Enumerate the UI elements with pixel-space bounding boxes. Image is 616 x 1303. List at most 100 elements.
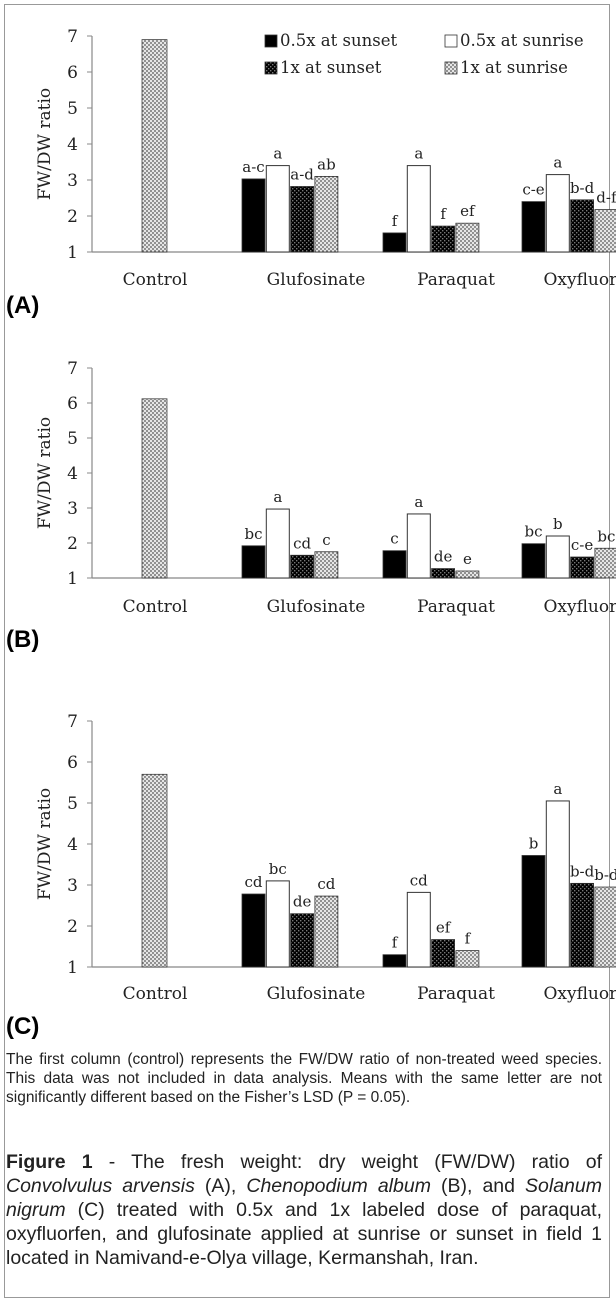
legend-swatch [444,34,458,48]
significance-letter: cd [317,875,335,893]
bar [382,550,407,579]
significance-letter: cd [410,871,428,889]
x-category-label: Control [123,597,188,617]
chart-panel-c: 1 2 3 4 5 6 7 FW/DW ratio Control Glufosinate Para… [35,712,616,1004]
x-category-label: Control [123,984,188,1004]
bar [406,513,431,579]
legend-swatch [444,61,458,75]
significance-letter: a [414,493,423,511]
y-tick-label: 3 [67,171,78,191]
bar [570,882,594,968]
significance-letter: b-d [570,862,595,880]
significance-letter: a [273,145,282,163]
y-tick-label: 7 [67,27,78,47]
y-axis-title: FW/DW ratio [35,788,55,900]
bar [594,886,616,968]
bar [290,186,315,253]
y-axis-title: FW/DW ratio [35,88,55,200]
bar [594,209,616,253]
significance-letter: c-e [571,536,593,554]
bar [241,545,266,579]
y-tick-label: 2 [67,917,78,937]
y-tick-label: 4 [67,464,78,484]
x-category-label: Glufosinate [267,984,366,1004]
bar [570,556,594,579]
significance-letter: e [463,550,472,568]
y-tick-label: 3 [67,876,78,896]
bar [241,178,266,253]
y-tick-label: 1 [67,243,78,263]
legend-swatch [264,61,278,75]
x-category-label: Oxyfluorfen [543,984,616,1004]
x-category-label: Glufosinate [267,270,366,290]
y-tick-label: 4 [67,135,78,155]
bar [521,543,546,579]
panel-label-b: (B) [6,626,40,653]
bar [431,225,456,253]
significance-letter: bc [269,860,287,878]
caption-species-3: Solanum nigrum [6,1175,602,1221]
significance-letter: a-d [290,165,314,183]
y-tick-label: 7 [67,359,78,379]
y-tick-label: 1 [67,569,78,589]
significance-letter: a [553,154,562,172]
x-category-label: Oxyfluorfen [543,597,616,617]
x-category-label: Oxyfluorfen [543,270,616,290]
bar [290,913,315,968]
bar [241,893,266,968]
y-tick-label: 6 [67,394,78,414]
significance-letter: a [414,145,423,163]
significance-letter: a-c [242,158,264,176]
bar [382,232,407,253]
legend-label: 0.5x at sunrise [460,31,584,50]
significance-letter: c-e [522,181,544,199]
significance-letter: bc [244,525,262,543]
bar [314,551,339,579]
y-tick-label: 5 [67,429,78,449]
bar [545,800,570,968]
legend: 0.5x at sunset 0.5x at sunrise 1x at sunse… [264,31,584,77]
y-tick-label: 6 [67,63,78,83]
x-category-label: Glufosinate [267,597,366,617]
caption-species-1: Convolvulus arvensis [6,1175,195,1197]
bar [265,508,290,579]
bar [594,547,616,579]
caption-figure-label: Figure 1 [6,1151,93,1173]
y-tick-label: 3 [67,499,78,519]
bar [545,535,570,579]
panel-label-c: (C) [6,1013,40,1040]
figure-frame [4,4,610,1298]
caption-text-4: (C) treated with 0.5x and 1x labeled dos… [6,1199,602,1269]
significance-letter: d-f [596,189,616,207]
caption-text-3: (B), and [430,1175,526,1197]
bar [431,568,456,579]
legend-label: 1x at sunrise [460,58,568,77]
legend-label: 1x at sunset [280,58,382,77]
bar [521,855,546,968]
bar [265,165,290,253]
bar-control [141,39,168,253]
chart-panel-b: 1 2 3 4 5 6 7 FW/DW ratio Control Glufosinate Para… [35,359,616,617]
bar [382,954,407,968]
y-tick-label: 5 [67,99,78,119]
significance-letter: a [553,780,562,798]
legend-swatch [264,34,278,48]
significance-letter: f [465,930,472,948]
x-category-label: Control [123,270,188,290]
significance-letter: de [434,548,453,566]
panel-label-a: (A) [6,292,40,319]
y-tick-label: 2 [67,207,78,227]
figure-caption: Figure 1 - The fresh weight: dry weight … [6,1150,602,1270]
caption-species-2: Chenopodium album [246,1175,431,1197]
significance-letter: ef [460,202,476,220]
bar [314,175,339,253]
x-category-label: Paraquat [417,270,495,290]
significance-letter: b [553,515,563,533]
significance-letter: c [390,530,398,548]
y-tick-label: 7 [67,712,78,732]
figure-note: The first column (control) represents th… [6,1051,602,1106]
y-tick-label: 1 [67,958,78,978]
significance-letter: de [293,893,312,911]
significance-letter: b [529,834,539,852]
bar [455,222,480,253]
